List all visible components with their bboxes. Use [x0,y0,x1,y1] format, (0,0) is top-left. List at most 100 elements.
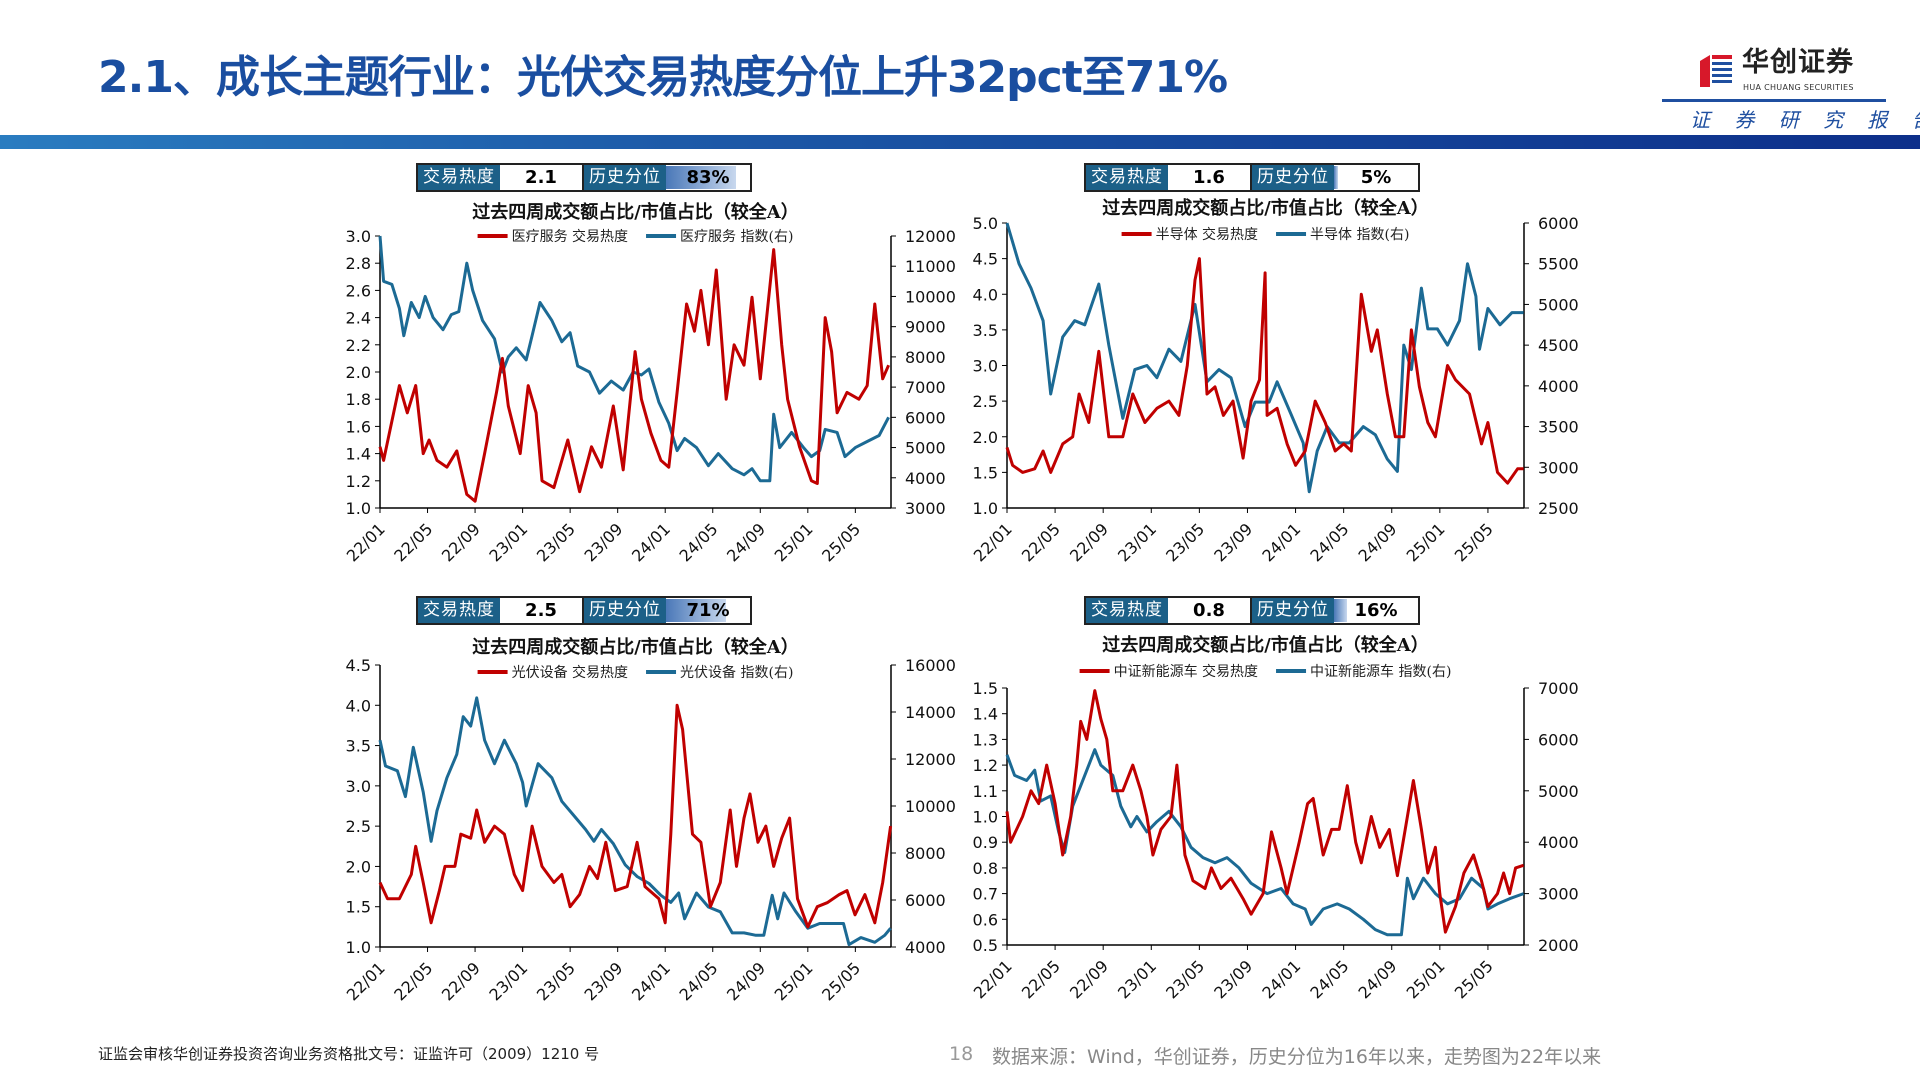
y-tick-label: 1.2 [973,756,998,775]
y2-tick-label: 11000 [905,257,956,276]
y2-tick-label: 4500 [1538,336,1579,355]
y-tick-label: 0.8 [973,859,998,878]
x-tick-label: 25/01 [1403,956,1449,1002]
x-tick-label: 23/05 [533,519,579,565]
y2-tick-label: 3000 [1538,458,1579,477]
x-tick-label: 25/05 [818,519,864,565]
page-number: 18 [949,1043,974,1065]
x-tick-label: 25/01 [771,519,817,565]
chart-panel: 过去四周成交额占比/市值占比（较全A） 光伏设备 交易热度 光伏设备 指数(右) 1.… [343,636,956,1004]
y-tick-label: 0.9 [973,833,998,852]
x-tick-label: 25/01 [771,958,817,1004]
y2-tick-label: 7000 [905,378,946,397]
chart-legend: 光伏设备 交易热度 光伏设备 指数(右) [477,664,793,681]
percentile-bar [666,599,726,622]
x-tick-label: 24/05 [676,958,722,1004]
y-tick-label: 4.5 [973,250,998,269]
y2-tick-label: 3500 [1538,418,1579,437]
y2-tick-label: 14000 [905,703,956,722]
logo-mark-icon [1700,55,1732,87]
chart-title: 过去四周成交额占比/市值占比（较全A） [1102,634,1429,656]
legend-label: 半导体 交易热度 [1156,226,1258,243]
y-tick-label: 3.0 [346,227,371,246]
percentile-value: 16% [1354,600,1398,621]
x-tick-label: 22/05 [390,958,436,1004]
y2-tick-label: 5000 [1538,782,1579,801]
y-tick-label: 4.0 [973,285,998,304]
heat-value: 0.8 [1168,598,1252,623]
x-tick-label: 24/09 [1355,956,1401,1002]
x-tick-label: 22/09 [1066,519,1112,565]
x-tick-label: 23/05 [533,958,579,1004]
chart-panel: 过去四周成交额占比/市值占比（较全A） 半导体 交易热度 半导体 指数(右) 1.0 1… [970,197,1579,565]
legend-label: 中证新能源车 指数(右) [1310,663,1451,680]
data-source: 数据来源：Wind，华创证券，历史分位为16年以来，走势图为22年以来 [992,1046,1602,1068]
y-tick-label: 2.0 [973,428,998,447]
chart-title: 过去四周成交额占比/市值占比（较全A） [1102,197,1429,219]
percentile-cell: 83% [666,165,750,190]
y2-tick-label: 4000 [905,938,946,957]
x-tick-label: 24/09 [723,958,769,1004]
logo-subtext: HUA CHUANG SECURITIES [1743,83,1854,92]
x-tick-label: 25/05 [1451,519,1497,565]
x-tick-label: 23/01 [1114,956,1160,1002]
y-tick-label: 1.0 [973,808,998,827]
x-tick-label: 23/01 [1114,519,1160,565]
legend-label: 中证新能源车 交易热度 [1114,663,1258,680]
y-tick-label: 2.2 [346,336,371,355]
y2-tick-label: 5500 [1538,255,1579,274]
y2-tick-label: 3000 [1538,885,1579,904]
x-tick-label: 22/09 [438,958,484,1004]
y2-tick-label: 4000 [905,469,946,488]
y-tick-label: 1.3 [973,730,998,749]
y-tick-label: 2.0 [346,857,371,876]
x-tick-label: 22/05 [390,519,436,565]
heat-value: 2.5 [500,598,584,623]
y-tick-label: 2.5 [346,817,371,836]
x-tick-label: 23/09 [580,519,626,565]
y-tick-label: 2.5 [973,392,998,411]
x-tick-label: 25/01 [1403,519,1449,565]
y-tick-label: 3.0 [973,357,998,376]
page-title: 2.1、成长主题行业：光伏交易热度分位上升32pct至71% [98,52,1228,103]
y-tick-label: 2.0 [346,363,371,382]
x-tick-label: 24/01 [628,519,674,565]
percentile-label: 历史分位 [1252,598,1334,623]
percentile-value: 71% [686,600,730,621]
y2-tick-label: 6000 [905,408,946,427]
license-note: 证监会审核华创证券投资咨询业务资格批文号：证监许可（2009）1210 号 [98,1045,600,1063]
percentile-cell: 5% [1334,165,1418,190]
x-tick-label: 24/05 [1306,519,1352,565]
heat-value: 1.6 [1168,165,1252,190]
heat-value: 2.1 [500,165,584,190]
legend-label: 医疗服务 指数(右) [680,229,793,245]
heat-series-line [1005,257,1524,485]
x-tick-label: 24/01 [628,958,674,1004]
y-tick-label: 2.4 [346,309,371,328]
index-series-line [1005,748,1525,937]
percentile-cell: 16% [1334,598,1418,623]
x-tick-label: 22/09 [438,519,484,565]
x-tick-label: 22/05 [1018,956,1064,1002]
x-tick-label: 24/05 [676,519,722,565]
y2-tick-label: 4000 [1538,833,1579,852]
y2-tick-label: 5000 [905,439,946,458]
x-tick-label: 23/09 [1210,519,1256,565]
y-tick-label: 1.6 [346,417,371,436]
y2-tick-label: 7000 [1538,679,1579,698]
y-tick-label: 1.5 [973,679,998,698]
stats-box-pv: 交易热度 2.5 历史分位 71% [416,596,752,625]
y-tick-label: 2.8 [346,254,371,273]
x-tick-label: 24/05 [1306,956,1352,1002]
y2-tick-label: 6000 [1538,214,1579,233]
y-tick-label: 1.0 [973,499,998,518]
y-tick-label: 3.5 [973,321,998,340]
x-tick-label: 24/09 [723,519,769,565]
legend-label: 光伏设备 指数(右) [680,664,793,681]
y2-tick-label: 8000 [905,844,946,863]
x-tick-label: 22/01 [970,956,1016,1002]
x-tick-label: 24/01 [1258,956,1304,1002]
y-tick-label: 1.5 [346,898,371,917]
y-tick-label: 3.5 [346,737,371,756]
